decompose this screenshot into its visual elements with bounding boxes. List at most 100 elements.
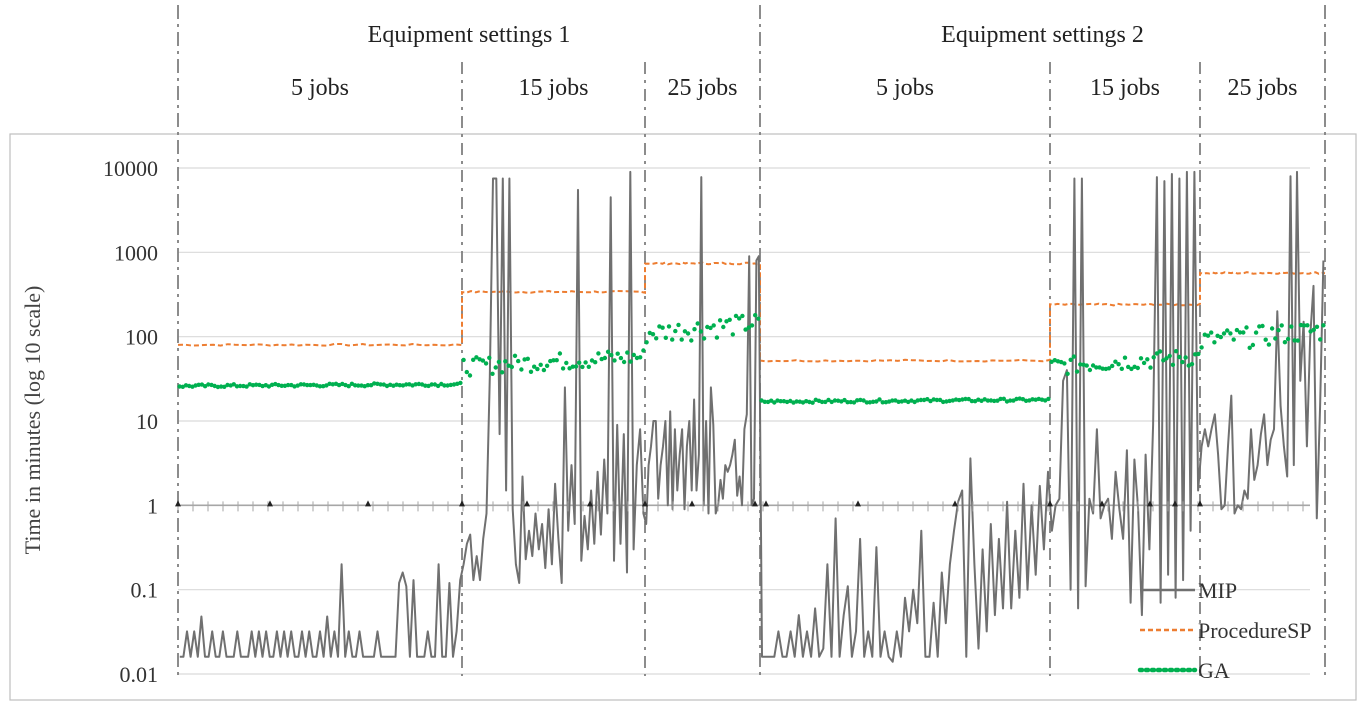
ga-point	[238, 383, 243, 389]
ga-point	[1113, 359, 1118, 364]
ga-point	[1126, 364, 1131, 370]
ga-point	[279, 383, 284, 388]
ga-point	[1078, 362, 1083, 367]
ga-point	[1135, 365, 1141, 371]
ga-point	[631, 352, 636, 358]
ga-point	[1167, 353, 1172, 359]
ga-point	[660, 325, 665, 330]
ga-point	[733, 313, 739, 319]
series-proceduresp	[177, 261, 1326, 363]
ga-point	[1225, 328, 1230, 333]
ga-point	[487, 355, 492, 360]
x-marker	[689, 500, 695, 507]
ga-point	[743, 327, 748, 332]
ga-point	[1311, 327, 1317, 332]
ga-point	[753, 313, 758, 318]
ga-point	[1023, 398, 1029, 403]
x-marker	[763, 500, 769, 507]
group-header: Equipment settings 1	[368, 22, 571, 48]
ga-point	[464, 369, 469, 375]
ga-point	[423, 383, 428, 388]
ga-point	[1189, 361, 1195, 367]
ga-point	[1295, 338, 1301, 343]
ga-point	[685, 331, 691, 336]
ga-point	[222, 384, 227, 389]
x-marker	[459, 500, 465, 507]
ga-point	[861, 398, 866, 403]
ga-point	[727, 317, 732, 322]
ga-point	[1014, 396, 1019, 402]
x-marker	[1172, 500, 1178, 507]
chart-frame	[9, 133, 1357, 701]
ga-point	[1161, 358, 1166, 363]
ga-point	[1001, 396, 1006, 401]
ga-point	[554, 358, 559, 363]
ga-point	[356, 383, 361, 388]
ga-point	[1008, 398, 1013, 403]
ga-point	[503, 359, 508, 364]
ga-point	[1180, 359, 1185, 365]
ga-point	[612, 358, 617, 363]
ga-point	[461, 357, 466, 363]
ga-point	[679, 337, 684, 342]
ga-point	[918, 397, 924, 403]
ga-point	[941, 399, 946, 405]
ga-point	[880, 400, 885, 405]
ga-point	[1266, 342, 1272, 347]
ga-point	[670, 337, 675, 342]
ga-point	[1157, 349, 1163, 354]
ga-point	[1071, 354, 1077, 359]
ga-point	[496, 359, 502, 365]
ga-point	[609, 352, 614, 358]
ga-point	[378, 382, 383, 387]
ga-point	[1298, 322, 1304, 328]
ga-point	[397, 383, 402, 388]
ga-point	[1279, 323, 1284, 328]
ga-point	[448, 382, 453, 388]
ga-point	[196, 382, 201, 387]
ga-point	[995, 398, 1000, 403]
y-tick-label: 1000	[114, 240, 158, 265]
ga-point	[541, 367, 547, 373]
ga-point	[1046, 396, 1051, 402]
ga-point	[698, 329, 704, 334]
ga-point	[467, 373, 473, 378]
ga-point	[1068, 357, 1073, 362]
ga-point	[1263, 337, 1268, 342]
ga-point	[1154, 351, 1160, 356]
ga-point	[1164, 356, 1169, 361]
ga-point	[352, 383, 358, 388]
x-marker	[267, 500, 273, 507]
ga-point	[480, 358, 486, 363]
ga-point	[851, 400, 857, 405]
ga-point	[621, 359, 627, 365]
ga-point	[225, 382, 230, 388]
ga-point	[721, 324, 726, 330]
ga-point	[308, 382, 313, 388]
ga-point	[509, 364, 514, 370]
ga-point	[992, 398, 997, 404]
ga-point	[1318, 337, 1323, 342]
ga-point	[580, 364, 585, 370]
ga-point	[305, 382, 310, 388]
legend-label: MIP	[1198, 578, 1237, 603]
ga-point	[1116, 362, 1121, 367]
ga-point	[516, 358, 521, 364]
segment-header: 5 jobs	[291, 75, 349, 101]
ga-point	[1065, 371, 1070, 376]
ga-point	[177, 384, 182, 389]
segment-header: 25 jobs	[667, 75, 737, 101]
ga-point	[1276, 328, 1281, 333]
ga-point	[1170, 362, 1176, 367]
ga-point	[1030, 397, 1035, 402]
ga-point	[1196, 351, 1201, 357]
ga-point	[638, 355, 643, 360]
ga-point	[663, 335, 668, 340]
ga-point	[740, 313, 745, 319]
segment-header: 5 jobs	[876, 75, 934, 101]
ga-point	[1062, 361, 1067, 366]
ga-point	[1234, 327, 1240, 333]
ga-point	[1151, 355, 1156, 360]
ga-point	[544, 363, 550, 368]
ga-point	[832, 398, 838, 403]
